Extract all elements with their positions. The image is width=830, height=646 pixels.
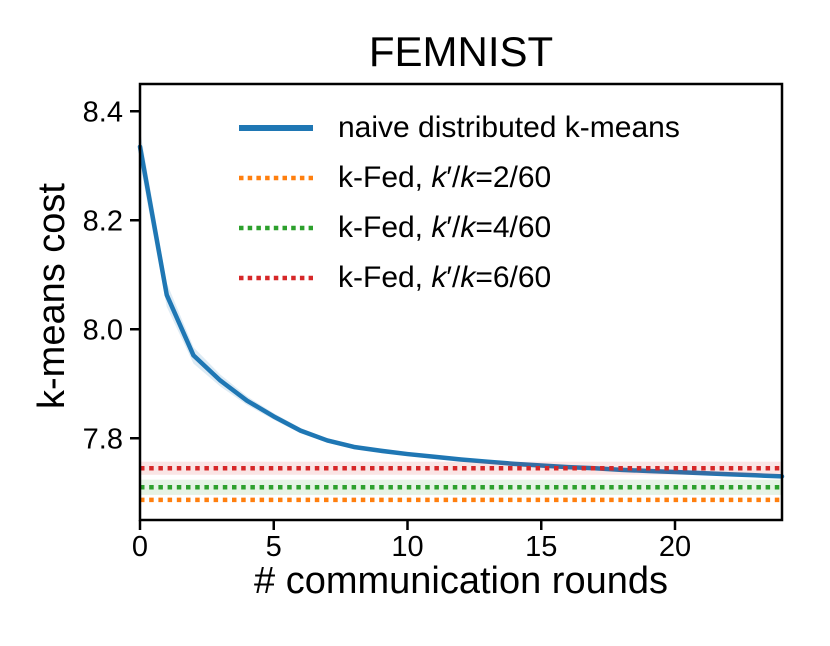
x-tick-label: 15 xyxy=(525,531,557,563)
x-tick-label: 20 xyxy=(659,531,691,563)
y-tick-label: 8.0 xyxy=(83,314,123,346)
legend-line-sample xyxy=(239,125,313,131)
legend-line-sample xyxy=(239,275,313,281)
legend-item: naive distributed k-means xyxy=(238,103,680,153)
legend-item-label: k-Fed, k′/k=4/60 xyxy=(338,211,552,244)
legend-line-sample xyxy=(239,175,313,181)
x-tick-label: 10 xyxy=(391,531,423,563)
confidence-band-2 xyxy=(140,479,782,495)
legend-item-label: naive distributed k-means xyxy=(338,111,680,144)
legend-item: k-Fed, k′/k=2/60 xyxy=(238,153,680,203)
plot-frame xyxy=(138,82,784,522)
legend-item: k-Fed, k′/k=4/60 xyxy=(238,203,680,253)
legend: naive distributed k-means k-Fed, k′/k=2/6… xyxy=(238,103,680,303)
legend-item-label: k-Fed, k′/k=2/60 xyxy=(338,161,552,194)
legend-item: k-Fed, k′/k=6/60 xyxy=(238,253,680,303)
series-line-0 xyxy=(137,144,785,479)
y-tick-label: 8.4 xyxy=(83,96,123,128)
x-tick-label: 0 xyxy=(132,531,148,563)
y-tick-label: 8.2 xyxy=(83,205,123,237)
x-axis-label: # communication rounds xyxy=(254,560,668,602)
y-tick-label: 7.8 xyxy=(83,423,123,455)
chart-title: FEMNIST xyxy=(368,28,554,75)
x-tick-label: 5 xyxy=(266,531,282,563)
legend-line-sample xyxy=(239,225,313,231)
confidence-band-3 xyxy=(140,461,782,475)
legend-item-label: k-Fed, k′/k=6/60 xyxy=(338,261,552,294)
